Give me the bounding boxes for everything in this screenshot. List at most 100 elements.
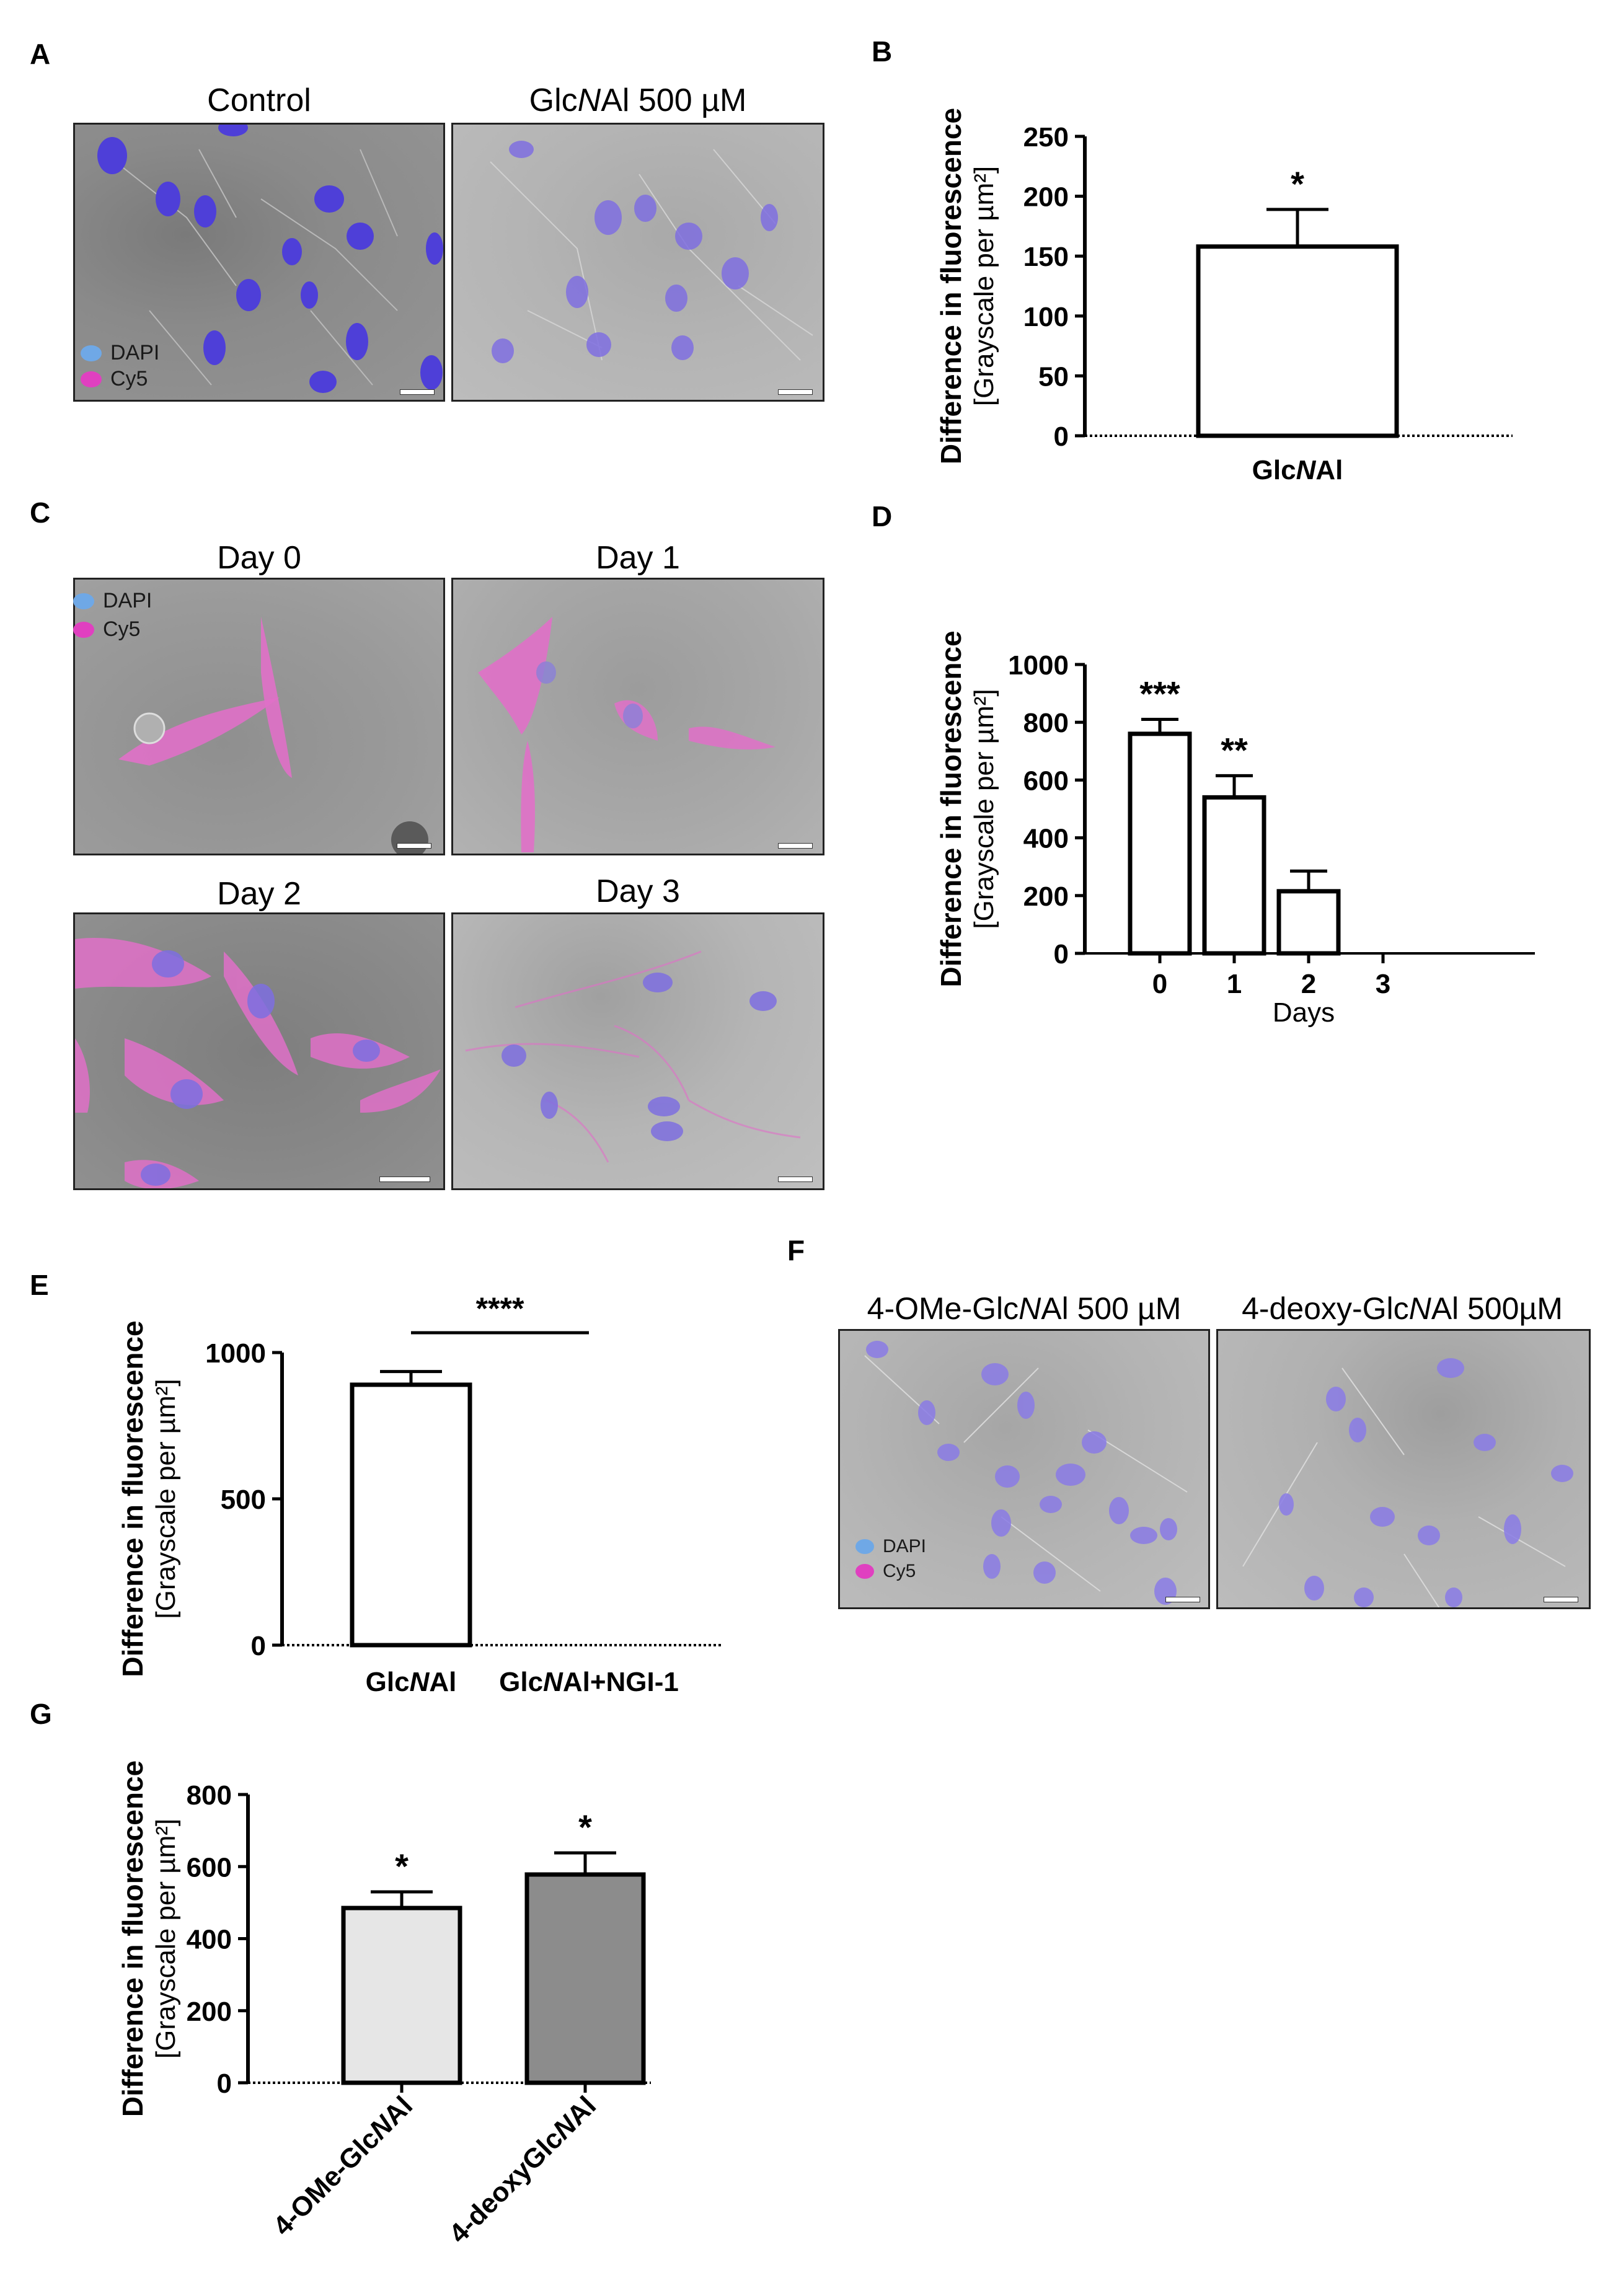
micrograph-control bbox=[73, 123, 445, 402]
micrograph-day-1 bbox=[451, 578, 824, 855]
x-tick-label: 4-OMe-GlcNAl bbox=[267, 2090, 418, 2241]
micrograph-day-1-cells bbox=[478, 617, 776, 852]
y-axis-unit-label: [Grayscale per µm²] bbox=[151, 1379, 181, 1618]
dapi-color-swatch bbox=[855, 1539, 874, 1554]
panel-letter-f: F bbox=[787, 1234, 805, 1266]
legend-label: DAPI bbox=[103, 589, 152, 612]
image-title-control: Control bbox=[207, 82, 311, 118]
significance-label: *** bbox=[1139, 674, 1180, 713]
legend-item-dapi: DAPI bbox=[73, 589, 152, 613]
panel-letter-a: A bbox=[30, 38, 51, 70]
bar bbox=[341, 1905, 462, 2085]
micrograph-4-deoxy-glcnal-cells bbox=[1242, 1358, 1573, 1607]
y-tick-label: 600 bbox=[187, 1852, 232, 1883]
scale-bar bbox=[1544, 1597, 1578, 1602]
x-tick-label: 0 bbox=[1152, 969, 1167, 999]
x-tick-label: 1 bbox=[1227, 969, 1242, 999]
micrograph-4-ome-glcnal bbox=[838, 1329, 1210, 1609]
cy5-color-swatch bbox=[81, 371, 102, 387]
micrograph-day-2-cells bbox=[75, 938, 441, 1188]
scale-bar bbox=[400, 389, 435, 395]
micrograph-4-ome-glcnal-cells bbox=[864, 1341, 1188, 1605]
y-axis-unit-label: [Grayscale per µm²] bbox=[969, 689, 999, 929]
y-tick-label: 200 bbox=[1023, 881, 1069, 912]
scale-bar bbox=[379, 1177, 430, 1182]
legend-item-cy5: Cy5 bbox=[73, 617, 140, 642]
legend-item-cy5: Cy5 bbox=[81, 367, 148, 391]
y-tick-label: 400 bbox=[187, 1925, 232, 1955]
scale-bar bbox=[778, 1177, 813, 1182]
bar bbox=[1196, 244, 1399, 438]
x-axis-label: Days bbox=[1273, 997, 1335, 1028]
micrograph-day-2 bbox=[73, 912, 445, 1190]
micrograph-glcnal bbox=[451, 123, 824, 402]
y-tick-label: 1000 bbox=[205, 1338, 266, 1369]
bar bbox=[524, 1872, 646, 2085]
y-tick-label: 0 bbox=[251, 1631, 266, 1661]
y-tick-label: 600 bbox=[1023, 766, 1069, 796]
legend-label: DAPI bbox=[110, 341, 160, 364]
significance-label: ** bbox=[1221, 730, 1248, 769]
scale-bar bbox=[1165, 1597, 1200, 1602]
y-tick-label: 0 bbox=[217, 2069, 232, 2099]
scale-bar bbox=[778, 843, 813, 849]
y-axis-label: Difference in fluorescence bbox=[117, 1320, 149, 1677]
bar-chart-panel-d: Difference in fluorescence [Grayscale per… bbox=[935, 630, 1535, 1028]
y-axis-label: Difference in fluorescence bbox=[117, 1760, 149, 2117]
y-axis-label: Difference in fluorescence bbox=[935, 108, 967, 464]
y-tick-label: 100 bbox=[1023, 302, 1069, 332]
image-title-4-deoxy-glcnal: 4-deoxy-GlcNAl 500µM bbox=[1242, 1291, 1563, 1326]
image-title-day-2: Day 2 bbox=[217, 876, 301, 912]
bar-chart-panel-b: Difference in fluorescence [Grayscale per… bbox=[935, 108, 1513, 485]
bar bbox=[1128, 731, 1192, 956]
significance-label: * bbox=[395, 1847, 409, 1886]
dapi-color-swatch bbox=[81, 345, 102, 361]
y-tick-label: 500 bbox=[221, 1485, 266, 1515]
legend-label: Cy5 bbox=[103, 617, 141, 641]
y-tick-label: 400 bbox=[1023, 824, 1069, 854]
scale-bar bbox=[778, 389, 813, 395]
x-tick-label: 4-deoxyGlcNAl bbox=[443, 2090, 602, 2249]
legend-label: DAPI bbox=[883, 1536, 927, 1556]
y-tick-label: 200 bbox=[187, 1997, 232, 2027]
x-tick-label: 3 bbox=[1376, 969, 1390, 999]
comparison-significance-label: **** bbox=[476, 1291, 524, 1326]
y-axis-unit-label: [Grayscale per µm²] bbox=[151, 1819, 181, 2059]
panel-letter-c: C bbox=[30, 497, 51, 529]
y-tick-label: 800 bbox=[187, 1780, 232, 1811]
bar bbox=[1276, 889, 1341, 956]
x-tick-label: GlcNAl bbox=[1252, 455, 1343, 485]
y-tick-label: 150 bbox=[1023, 242, 1069, 272]
micrograph-glcnal-cells bbox=[490, 141, 813, 363]
legend-label: Cy5 bbox=[883, 1561, 916, 1581]
scale-bar bbox=[397, 843, 431, 849]
significance-label: * bbox=[578, 1808, 592, 1847]
y-tick-label: 800 bbox=[1023, 708, 1069, 738]
micrograph-control-cells bbox=[97, 125, 443, 393]
bar-chart-panel-g: Difference in fluorescence [Grayscale per… bbox=[117, 1760, 651, 2249]
image-title-4-ome-glcnal: 4-OMe-GlcNAl 500 µM bbox=[867, 1291, 1182, 1326]
dapi-color-swatch bbox=[73, 593, 94, 609]
y-axis-unit-label: [Grayscale per µm²] bbox=[969, 166, 999, 406]
image-title-day-0: Day 0 bbox=[217, 540, 301, 576]
bar bbox=[1202, 795, 1266, 956]
y-tick-label: 200 bbox=[1023, 182, 1069, 213]
legend-item-dapi: DAPI bbox=[855, 1536, 926, 1557]
micrograph-day-3-cells bbox=[465, 950, 801, 1163]
legend-label: Cy5 bbox=[110, 367, 148, 391]
legend-item-cy5: Cy5 bbox=[855, 1561, 916, 1582]
cy5-color-swatch bbox=[855, 1564, 874, 1579]
x-tick-label: GlcNAl bbox=[366, 1667, 457, 1697]
image-title-day-3: Day 3 bbox=[596, 873, 680, 909]
panel-letter-b: B bbox=[872, 35, 893, 68]
cy5-color-swatch bbox=[73, 621, 94, 638]
legend-item-dapi: DAPI bbox=[81, 341, 159, 365]
y-tick-label: 0 bbox=[1054, 939, 1069, 969]
micrograph-day-3 bbox=[451, 912, 824, 1190]
y-tick-label: 0 bbox=[1054, 422, 1069, 452]
bar-chart-panel-e: Difference in fluorescence [Grayscale per… bbox=[117, 1291, 722, 1697]
x-tick-label: 2 bbox=[1301, 969, 1316, 999]
y-tick-label: 50 bbox=[1038, 361, 1069, 392]
panel-letter-d: D bbox=[872, 500, 893, 532]
image-title-glcnal: GlcNAl 500 µM bbox=[529, 82, 747, 118]
